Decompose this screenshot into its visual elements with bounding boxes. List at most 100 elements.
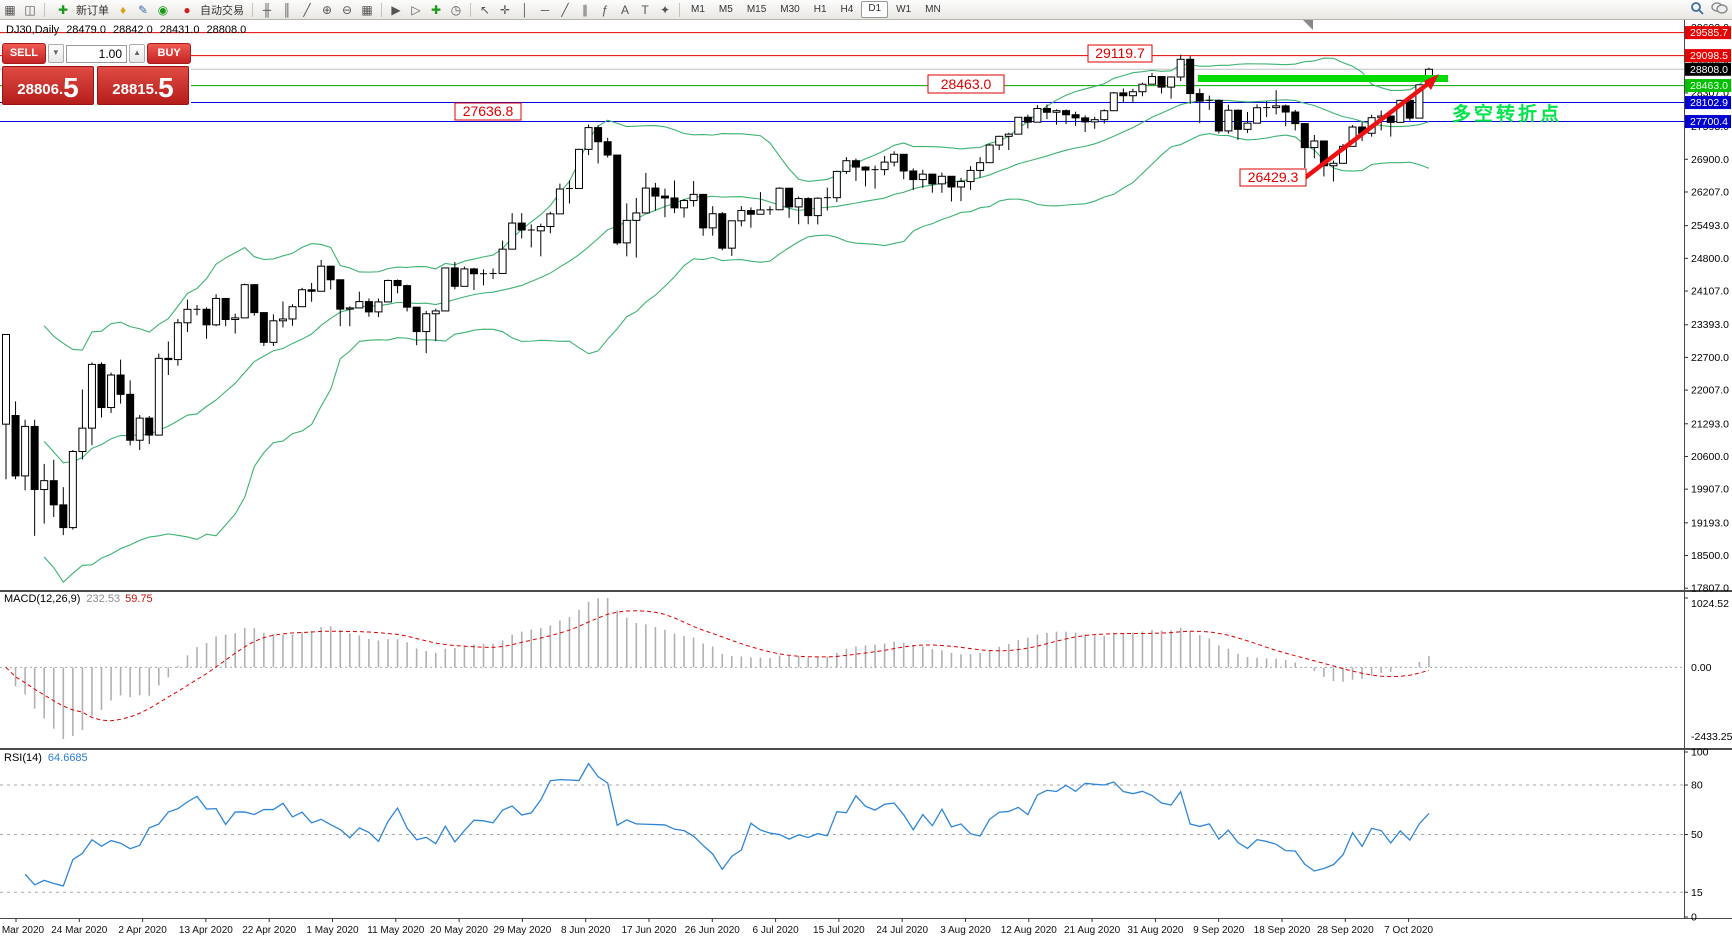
svg-text:28463.0: 28463.0 xyxy=(941,76,992,92)
svg-text:31 Aug 2020: 31 Aug 2020 xyxy=(1127,925,1184,936)
timeframe-button-m15[interactable]: M15 xyxy=(746,4,767,15)
buy-button[interactable]: BUY xyxy=(147,43,191,64)
timeframe-button-h1[interactable]: H1 xyxy=(813,4,827,15)
candlestick-mode-icon[interactable]: ║ xyxy=(282,2,292,17)
trendline-icon[interactable]: ╱ xyxy=(561,2,569,17)
svg-text:21 Aug 2020: 21 Aug 2020 xyxy=(1064,925,1121,936)
svg-text:3 Aug 2020: 3 Aug 2020 xyxy=(940,925,991,936)
clock-icon[interactable]: ◷ xyxy=(450,2,462,17)
rsi-pane: 100 80 50 15 0 xyxy=(0,747,1709,924)
toolbar-separator xyxy=(381,2,382,17)
svg-text:24800.0: 24800.0 xyxy=(1691,253,1729,265)
metaeditor-icon[interactable]: ♦ xyxy=(119,2,127,17)
cursor-icon[interactable]: ↖ xyxy=(479,2,491,17)
buy-price-big: 5 xyxy=(158,72,174,103)
highlight-band[interactable] xyxy=(1198,75,1448,82)
turning-point-text[interactable]: 多空转折点 xyxy=(1452,102,1562,125)
line-chart-mode-icon[interactable]: ╱ xyxy=(303,2,311,17)
autotrading-icon: ● xyxy=(183,2,191,17)
svg-text:18 Sep 2020: 18 Sep 2020 xyxy=(1254,925,1311,936)
chart-shift-marker xyxy=(1303,20,1313,30)
text-icon[interactable]: A xyxy=(620,2,629,17)
timeframe-button-m5[interactable]: M5 xyxy=(718,4,733,15)
close-value: 28808.0 xyxy=(206,24,247,36)
sell-price-box[interactable]: 28806. 5 xyxy=(2,66,94,105)
timeframe-button-m30[interactable]: M30 xyxy=(780,4,800,15)
timeframe-button-w1[interactable]: W1 xyxy=(896,4,912,15)
chat-icon[interactable] xyxy=(1711,1,1728,16)
new-chart-icon[interactable]: ▦ xyxy=(4,2,16,17)
symbol-title: DJ30,Daily xyxy=(6,24,60,36)
sell-price-big: 5 xyxy=(63,72,79,103)
svg-text:50: 50 xyxy=(1691,829,1703,841)
volume-increase-button[interactable]: ▲ xyxy=(129,44,146,63)
timeframe-button-m1[interactable]: M1 xyxy=(691,4,705,15)
crosshair-icon[interactable]: ✛ xyxy=(499,2,511,17)
drawn-annotations[interactable]: 29119.7 28463.0 27636.8 26429.3 多空转折点 xyxy=(454,20,1562,187)
toolbar-separator xyxy=(252,2,253,17)
profiles-icon[interactable]: ◫ xyxy=(24,2,36,17)
vertical-line-icon[interactable]: │ xyxy=(521,2,529,17)
horizontal-line-icon[interactable]: ─ xyxy=(540,2,550,17)
svg-text:22700.0: 22700.0 xyxy=(1691,352,1729,364)
svg-text:28102.9: 28102.9 xyxy=(1690,97,1728,109)
price-level-badges: 29585.7 29098.5 28808.0 28463.0 28102.9 27700… xyxy=(1685,26,1731,129)
svg-text:28 Sep 2020: 28 Sep 2020 xyxy=(1317,925,1374,936)
bar-chart-mode-icon[interactable]: ╫ xyxy=(262,2,272,17)
svg-text:1 May 2020: 1 May 2020 xyxy=(306,925,359,936)
new-order-label: 新订单 xyxy=(76,4,109,17)
svg-text:9 Sep 2020: 9 Sep 2020 xyxy=(1193,925,1245,936)
zoom-out-icon[interactable]: ⊖ xyxy=(341,2,353,17)
new-order-button[interactable]: ✚ 新订单 xyxy=(49,1,113,18)
volume-decrease-button[interactable]: ▼ xyxy=(47,44,64,63)
macd-main-value: 232.53 xyxy=(86,593,121,605)
svg-text:21293.0: 21293.0 xyxy=(1691,418,1729,430)
timeframe-button-h4[interactable]: H4 xyxy=(840,4,854,15)
search-icon[interactable] xyxy=(1690,1,1705,16)
toolbar-separator xyxy=(470,2,471,17)
price-annotation-box[interactable] xyxy=(1239,168,1307,187)
svg-text:15 Jul 2020: 15 Jul 2020 xyxy=(813,925,865,936)
timeframe-button-d1[interactable]: D1 xyxy=(861,1,889,18)
indicators-icon[interactable]: ✚ xyxy=(430,2,442,17)
svg-text:24107.0: 24107.0 xyxy=(1691,286,1729,298)
timeframe-button-mn[interactable]: MN xyxy=(925,4,941,15)
chart-shift-icon[interactable]: ▷ xyxy=(411,2,421,17)
pane-frames xyxy=(0,19,1732,919)
svg-text:-2433.25: -2433.25 xyxy=(1691,731,1732,743)
svg-text:15: 15 xyxy=(1691,887,1703,899)
trend-arrow-line[interactable] xyxy=(1300,81,1431,182)
svg-text:27700.4: 27700.4 xyxy=(1690,116,1728,128)
svg-text:18500.0: 18500.0 xyxy=(1691,550,1729,562)
svg-text:7 Oct 2020: 7 Oct 2020 xyxy=(1384,925,1433,936)
zoom-in-icon[interactable]: ⊕ xyxy=(321,2,333,17)
price-annotation-box[interactable] xyxy=(1087,44,1153,63)
macd-label: MACD(12,26,9) 232.53 59.75 xyxy=(4,593,153,605)
rsi-label: RSI(14) 64.6685 xyxy=(4,752,88,764)
experts-icon[interactable]: ✎ xyxy=(137,2,149,17)
fibonacci-icon[interactable]: ƒ xyxy=(601,2,609,17)
high-value: 28842.0 xyxy=(112,24,153,36)
volume-input[interactable]: 1.00 xyxy=(65,44,128,63)
svg-text:28463.0: 28463.0 xyxy=(1690,80,1728,92)
svg-text:80: 80 xyxy=(1691,780,1703,792)
sell-button[interactable]: SELL xyxy=(2,43,46,64)
svg-text:0.00: 0.00 xyxy=(1691,662,1712,674)
svg-text:25493.0: 25493.0 xyxy=(1691,220,1729,232)
autoscroll-icon[interactable]: ▶ xyxy=(391,2,401,17)
channel-icon[interactable]: ∥ xyxy=(582,2,588,17)
market-icon[interactable]: ◉ xyxy=(157,2,169,17)
buy-price-box[interactable]: 28815. 5 xyxy=(97,66,189,105)
tile-windows-icon[interactable]: ▦ xyxy=(361,2,373,17)
autotrading-button[interactable]: ● 自动交易 xyxy=(173,1,248,18)
svg-text:11 May 2020: 11 May 2020 xyxy=(367,925,425,936)
price-annotation-box[interactable] xyxy=(927,74,1005,94)
low-value: 28431.0 xyxy=(159,24,200,36)
price-annotation-box[interactable] xyxy=(454,102,522,121)
arrows-icon[interactable]: ✦ xyxy=(659,2,671,17)
label-icon[interactable]: T xyxy=(641,2,649,17)
svg-text:29 May 2020: 29 May 2020 xyxy=(493,925,551,936)
svg-text:28808.0: 28808.0 xyxy=(1690,64,1728,76)
chart-header: DJ30,Daily 28479.0 28842.0 28431.0 28808.0 xyxy=(6,24,253,36)
